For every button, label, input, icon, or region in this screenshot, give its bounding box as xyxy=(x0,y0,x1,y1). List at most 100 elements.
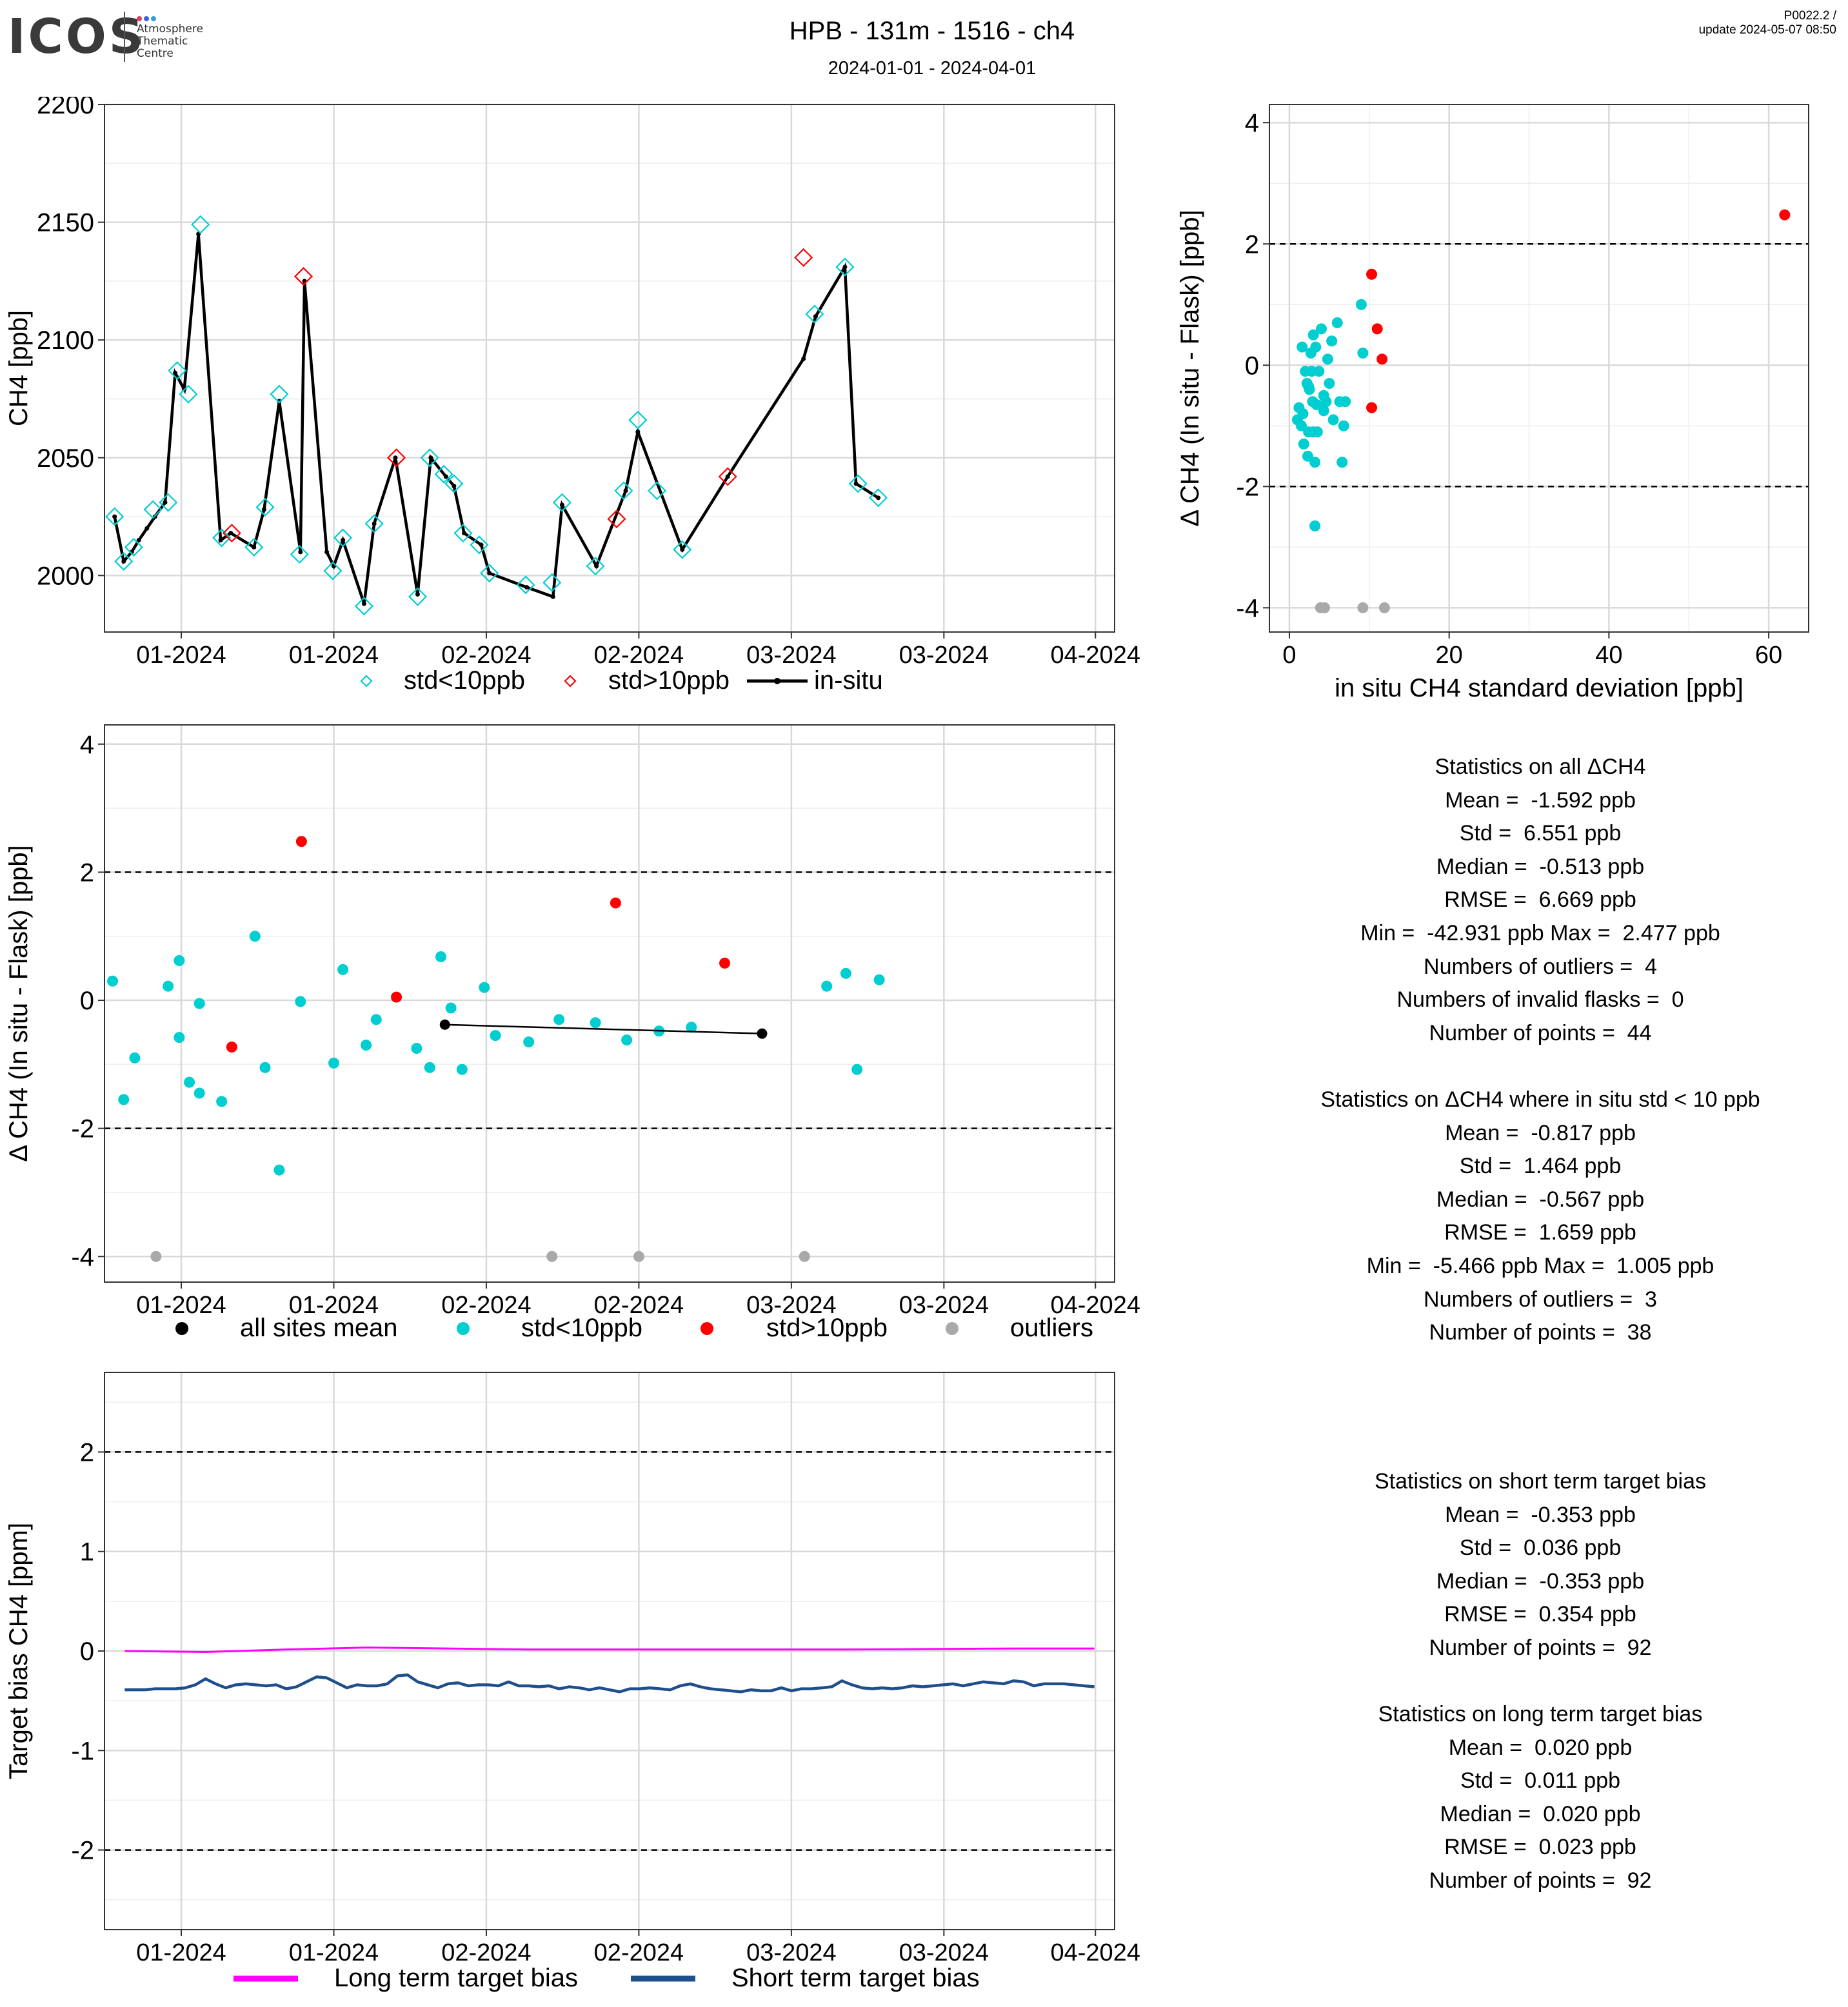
y-tick-label: -4 xyxy=(71,1243,94,1271)
std-high-point xyxy=(1779,209,1791,221)
std-low-point xyxy=(840,967,851,979)
flask-low-std-marker xyxy=(255,497,275,517)
x-tick-label: 01-2024 xyxy=(289,642,379,669)
flask-low-std-marker xyxy=(614,481,633,500)
legend-label: std>10ppb xyxy=(608,666,730,695)
x-tick-label: 01-2024 xyxy=(289,1939,379,1966)
x-tick-label: 02-2024 xyxy=(594,1939,684,1966)
logo-divider xyxy=(124,12,125,62)
insitu-point xyxy=(550,594,555,599)
std-low-point xyxy=(361,1040,372,1051)
all-sites-mean-line xyxy=(444,1023,762,1034)
stats-line: Numbers of outliers = 4 xyxy=(1424,954,1657,979)
stats-title: Statistics on short term target bias xyxy=(1375,1469,1706,1494)
std-low-point xyxy=(490,1030,501,1042)
y-tick-label: 2 xyxy=(80,858,94,887)
std-high-point xyxy=(1366,402,1378,413)
stats-short-panel: Statistics on short term target bias Mea… xyxy=(1218,1465,1848,1665)
std-low-point xyxy=(1340,396,1351,408)
stats-line: Mean = -0.817 ppb xyxy=(1445,1120,1636,1145)
std-low-point xyxy=(1309,520,1321,531)
y-tick-label: 0 xyxy=(80,1637,94,1666)
insitu-point xyxy=(559,502,564,508)
std-low-point xyxy=(1324,378,1335,390)
std-low-point xyxy=(1338,420,1349,431)
flask-low-std-marker xyxy=(290,544,309,564)
insitu-point xyxy=(136,538,141,543)
stats-title: Statistics on long term target bias xyxy=(1378,1702,1703,1726)
plot-border xyxy=(1269,104,1809,633)
std-low-point xyxy=(553,1014,565,1025)
flask-low-std-marker xyxy=(114,551,134,571)
std-low-point xyxy=(1355,299,1367,310)
std-low-point xyxy=(194,1087,205,1099)
outlier-point xyxy=(150,1251,162,1262)
x-tick-label: 03-2024 xyxy=(899,1292,989,1319)
short-term-target-bias-line xyxy=(124,1673,1095,1694)
x-tick-label: 03-2024 xyxy=(746,1292,836,1319)
flask-low-std-marker xyxy=(364,514,384,533)
legend-label: std>10ppb xyxy=(766,1314,888,1342)
x-tick-label: 03-2024 xyxy=(899,1939,989,1966)
std-low-point xyxy=(1327,414,1339,426)
stats-line: Median = -0.353 ppb xyxy=(1436,1568,1645,1594)
stats-line: RMSE = 6.669 ppb xyxy=(1444,887,1636,913)
y-axis-label: Δ CH4 (In situ - Flask) [ppb] xyxy=(1176,210,1204,526)
std-low-point xyxy=(1307,329,1319,341)
flask-high-std-marker xyxy=(794,248,813,267)
std-low-point xyxy=(1357,347,1369,359)
stats-line: Numbers of invalid flasks = 0 xyxy=(1396,987,1684,1013)
legend-label: std<10ppb xyxy=(521,1314,642,1342)
insitu-point xyxy=(324,549,330,555)
y-tick-label: -4 xyxy=(1236,594,1259,622)
flask-low-std-marker xyxy=(105,507,124,526)
logo-sub-line: Atmosphere xyxy=(137,23,203,35)
legend-key-std-high xyxy=(564,675,577,687)
std-low-point xyxy=(249,931,261,942)
flask-low-std-marker xyxy=(673,540,692,559)
insitu-point xyxy=(173,370,178,375)
std-low-point xyxy=(1298,439,1309,450)
y-axis-label: Target bias CH4 [ppm] xyxy=(5,1523,33,1779)
flask-low-std-marker xyxy=(179,384,198,404)
insitu-point xyxy=(228,531,233,536)
y-tick-label: 0 xyxy=(1245,351,1259,380)
std-low-point xyxy=(424,1062,435,1073)
flask-low-std-marker xyxy=(648,481,667,500)
y-tick-label: -1 xyxy=(71,1737,94,1765)
std-low-point xyxy=(821,980,833,992)
flask-low-std-marker xyxy=(354,597,374,616)
stats-line: Std = 6.551 ppb xyxy=(1459,821,1622,846)
std-low-point xyxy=(1309,457,1321,468)
std-low-point xyxy=(1336,457,1348,468)
update-label: update 2024-05-07 08:50 xyxy=(1698,23,1836,37)
insitu-point xyxy=(452,484,457,489)
y-tick-label: 2200 xyxy=(37,97,94,119)
x-tick-label: 04-2024 xyxy=(1051,1292,1140,1319)
std-low-point xyxy=(1310,341,1322,353)
all-sites-mean-point xyxy=(439,1019,450,1030)
x-tick-label: 20 xyxy=(1436,642,1463,669)
std-low-point xyxy=(1296,420,1307,431)
date-range: 2024-01-01 - 2024-04-01 xyxy=(828,58,1037,79)
stats-line: Mean = -0.353 ppb xyxy=(1445,1502,1636,1527)
y-tick-label: -2 xyxy=(1236,473,1259,501)
stats-line: Min = -5.466 ppb Max = 1.005 ppb xyxy=(1366,1253,1714,1278)
std-low-point xyxy=(370,1014,382,1025)
y-axis-label: CH4 [ppb] xyxy=(5,310,33,426)
flask-high-std-marker xyxy=(718,467,737,486)
x-tick-label: 04-2024 xyxy=(1051,642,1140,669)
flask-low-std-marker xyxy=(444,474,464,493)
flask-low-std-marker xyxy=(124,537,143,557)
logo-dots xyxy=(137,13,156,25)
insitu-point xyxy=(842,264,848,270)
legend-label: Short term target bias xyxy=(731,1964,980,1992)
insitu-point xyxy=(524,585,530,590)
std-low-point xyxy=(1313,366,1325,377)
insitu-point xyxy=(372,521,377,526)
legend-label: std<10ppb xyxy=(404,666,525,695)
std-high-point xyxy=(295,836,307,847)
insitu-point xyxy=(443,474,448,479)
flask-low-std-marker xyxy=(552,493,571,512)
std-low-point xyxy=(445,1002,457,1014)
